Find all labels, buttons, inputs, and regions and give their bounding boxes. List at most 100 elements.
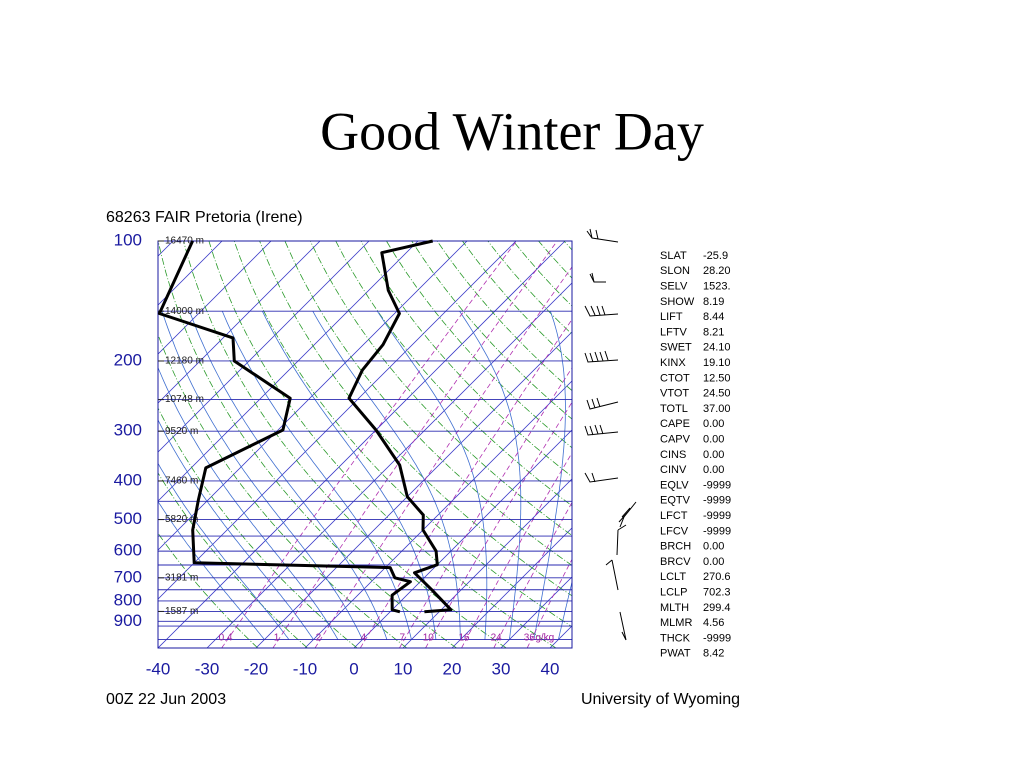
index-name: CAPE bbox=[660, 418, 690, 430]
isotherm bbox=[158, 241, 223, 306]
index-value: 702.3 bbox=[703, 587, 731, 599]
dry-adiabat bbox=[640, 241, 1024, 648]
index-name: KINX bbox=[660, 357, 686, 369]
wind-barbs bbox=[584, 228, 637, 641]
isotherm bbox=[0, 241, 26, 648]
dry-adiabat bbox=[360, 241, 572, 478]
height-label: 1587 m bbox=[165, 606, 198, 617]
height-label: 16470 m bbox=[165, 236, 204, 247]
height-label: 7460 m bbox=[165, 476, 198, 487]
wind-barb bbox=[584, 424, 619, 436]
wind-barb bbox=[584, 350, 619, 363]
index-value: -9999 bbox=[703, 479, 731, 491]
height-label: 3181 m bbox=[165, 572, 198, 583]
index-value: 270.6 bbox=[703, 571, 731, 583]
moist-adiabat bbox=[158, 462, 290, 640]
mixing-ratio-label: 16 bbox=[458, 633, 470, 644]
index-name: CINV bbox=[660, 464, 687, 476]
mixing-ratio-unit: g/kg bbox=[535, 633, 554, 644]
index-value: 8.44 bbox=[703, 311, 724, 323]
moist-adiabat bbox=[161, 311, 363, 640]
isotherm bbox=[158, 241, 517, 600]
isotherm bbox=[158, 241, 272, 355]
isotherm bbox=[158, 241, 468, 551]
x-tick-label: 20 bbox=[443, 659, 462, 678]
moist-adiabat bbox=[262, 311, 437, 640]
mixing-ratio-label: 7 bbox=[400, 633, 406, 644]
wind-barb bbox=[586, 397, 619, 410]
moist-adiabat bbox=[221, 311, 412, 640]
moist-adiabat bbox=[189, 311, 388, 640]
index-value: 8.19 bbox=[703, 296, 724, 308]
index-value: 8.42 bbox=[703, 648, 724, 660]
mixing-ratio-label: 1 bbox=[274, 633, 280, 644]
isotherm bbox=[158, 241, 321, 404]
dry-adiabat bbox=[538, 241, 572, 279]
index-name: SWET bbox=[660, 342, 692, 354]
index-name: CINS bbox=[660, 449, 686, 461]
index-name: CAPV bbox=[660, 434, 691, 446]
dry-adiabat bbox=[309, 241, 572, 536]
y-tick-label: 800 bbox=[114, 590, 142, 609]
isotherm bbox=[0, 241, 124, 648]
y-tick-label: 900 bbox=[114, 611, 142, 630]
index-name: PWAT bbox=[660, 648, 691, 660]
mixing-ratio-line bbox=[425, 401, 572, 648]
dry-adiabat bbox=[512, 241, 572, 307]
index-name: LCLP bbox=[660, 587, 688, 599]
dry-adiabat bbox=[158, 241, 457, 648]
moist-adiabat bbox=[158, 500, 265, 640]
isotherm bbox=[255, 331, 572, 648]
wind-barb bbox=[619, 611, 627, 641]
index-name: BRCH bbox=[660, 541, 691, 553]
dry-adiabat bbox=[386, 241, 572, 449]
dry-adiabat bbox=[158, 532, 259, 648]
isotherm bbox=[402, 478, 572, 648]
mixing-ratio-label: 0.4 bbox=[219, 633, 233, 644]
index-value: 0.00 bbox=[703, 464, 724, 476]
index-name: SELV bbox=[660, 281, 688, 293]
mixing-ratio-line bbox=[272, 241, 558, 648]
wind-barb bbox=[584, 472, 619, 483]
moist-adiabat bbox=[459, 310, 522, 640]
dry-adiabat bbox=[158, 333, 408, 648]
index-value: 12.50 bbox=[703, 372, 731, 384]
y-tick-label: 100 bbox=[114, 230, 142, 249]
index-value: 0.00 bbox=[703, 449, 724, 461]
index-name: VTOT bbox=[660, 388, 689, 400]
index-name: LFCV bbox=[660, 525, 689, 537]
isotherm bbox=[549, 625, 572, 648]
index-name: THCK bbox=[660, 632, 691, 644]
dry-adiabat bbox=[233, 241, 572, 628]
index-name: SHOW bbox=[660, 296, 695, 308]
y-tick-label: 400 bbox=[114, 470, 142, 489]
index-name: EQTV bbox=[660, 495, 691, 507]
height-label: 9520 m bbox=[165, 426, 198, 437]
index-value: 0.00 bbox=[703, 556, 724, 568]
index-name: MLTH bbox=[660, 602, 689, 614]
mixing-ratio-line bbox=[461, 452, 572, 648]
index-name: BRCV bbox=[660, 556, 691, 568]
dry-adiabat bbox=[158, 472, 308, 648]
dry-adiabat bbox=[563, 241, 572, 251]
x-tick-label: 0 bbox=[349, 659, 358, 678]
isotherm bbox=[0, 241, 75, 648]
index-name: TOTL bbox=[660, 403, 688, 415]
moist-adiabat bbox=[158, 366, 339, 640]
y-tick-label: 300 bbox=[114, 421, 142, 440]
index-name: LCLT bbox=[660, 571, 686, 583]
diagram-lines bbox=[0, 241, 1024, 648]
index-value: -9999 bbox=[703, 510, 731, 522]
y-tick-label: 600 bbox=[114, 541, 142, 560]
mixing-ratio-line bbox=[314, 266, 572, 648]
index-name: EQLV bbox=[660, 479, 689, 491]
isotherm bbox=[158, 241, 370, 453]
index-name: LFTV bbox=[660, 326, 688, 338]
index-name: SLAT bbox=[660, 250, 687, 262]
mixing-ratio-label: 10 bbox=[423, 633, 435, 644]
index-value: 0.00 bbox=[703, 541, 724, 553]
height-label: 14000 m bbox=[165, 306, 204, 317]
height-label: 5820 m bbox=[165, 514, 198, 525]
profile-line bbox=[157, 240, 412, 614]
x-tick-label: 40 bbox=[540, 659, 559, 678]
